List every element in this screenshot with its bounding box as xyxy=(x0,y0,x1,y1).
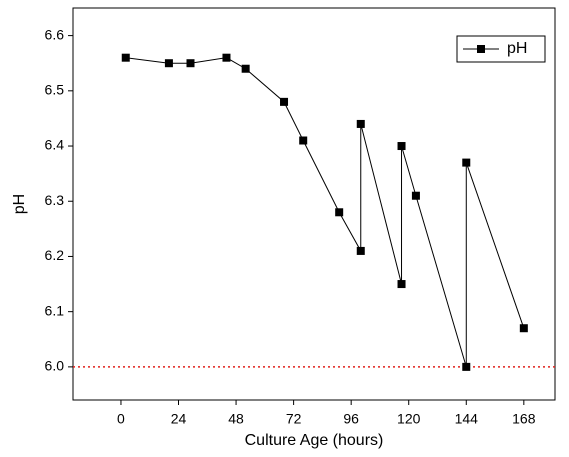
marker xyxy=(222,53,231,62)
y-tick-label: 6.5 xyxy=(45,82,65,98)
marker xyxy=(462,158,471,167)
x-tick-label: 0 xyxy=(117,411,125,427)
x-tick-label: 96 xyxy=(343,411,359,427)
x-axis-label: Culture Age (hours) xyxy=(245,432,384,449)
y-tick-label: 6.6 xyxy=(45,26,65,42)
y-tick-label: 6.1 xyxy=(45,302,65,318)
marker xyxy=(519,324,528,333)
marker xyxy=(356,246,365,255)
marker xyxy=(411,191,420,200)
marker xyxy=(241,64,250,73)
y-tick-label: 6.4 xyxy=(45,137,65,153)
marker xyxy=(299,136,308,145)
marker xyxy=(462,362,471,371)
marker xyxy=(356,119,365,128)
y-tick-label: 6.3 xyxy=(45,192,65,208)
marker xyxy=(335,208,344,217)
line xyxy=(125,57,525,368)
marker xyxy=(397,280,406,289)
x-tick-label: 168 xyxy=(512,411,536,427)
x-tick-label: 48 xyxy=(228,411,244,427)
marker xyxy=(280,97,289,106)
marker xyxy=(397,142,406,151)
y-tick-label: 6.0 xyxy=(45,358,65,374)
x-tick-label: 120 xyxy=(397,411,421,427)
y-tick-label: 6.2 xyxy=(45,247,65,263)
legend-marker xyxy=(477,45,485,53)
x-tick-label: 24 xyxy=(171,411,187,427)
y-axis-label: pH xyxy=(11,194,28,214)
marker xyxy=(121,53,130,62)
marker xyxy=(186,59,195,68)
x-tick-label: 72 xyxy=(286,411,302,427)
x-tick-label: 144 xyxy=(455,411,479,427)
marker xyxy=(164,59,173,68)
legend-label: pH xyxy=(507,40,527,57)
plot-frame xyxy=(72,7,556,401)
